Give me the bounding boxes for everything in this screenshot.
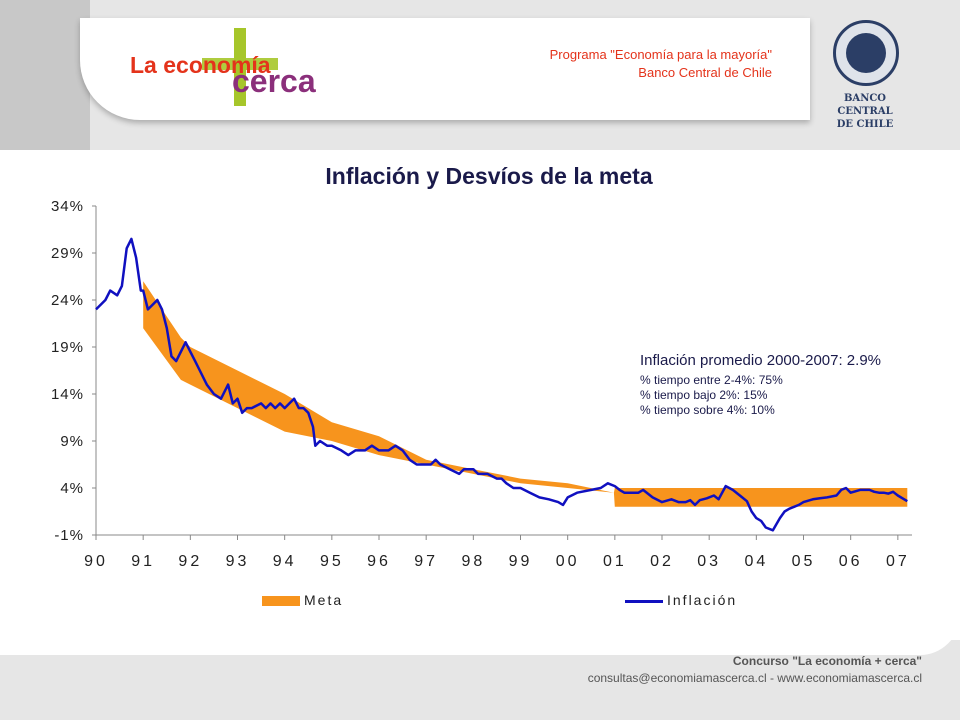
y-tick-label: 4% bbox=[60, 480, 84, 497]
x-tick-label: 99 bbox=[509, 553, 533, 570]
y-tick-label: 9% bbox=[60, 433, 84, 450]
x-tick-label: 90 bbox=[84, 553, 108, 570]
inflation-line-layer bbox=[95, 237, 908, 532]
legend-swatch-meta bbox=[262, 596, 300, 607]
tick-labels: -1% 4% 9% 14% 19% 24% 29% 34% 90 91 92 93 94 95 96 97 98… bbox=[51, 198, 910, 570]
chart-title: Inflación y Desvíos de la meta bbox=[325, 163, 653, 189]
program-line-1: Programa "Economía para la mayoría" bbox=[549, 47, 772, 62]
y-tick-label: -1% bbox=[54, 527, 84, 544]
stats-main: Inflación promedio 2000-2007: 2.9% bbox=[640, 352, 881, 369]
legend-item-inflacion: Inflación bbox=[625, 592, 737, 608]
chart-axes bbox=[92, 205, 912, 540]
y-tick-label: 14% bbox=[51, 386, 84, 403]
bank-name: BANCO CENTRAL DE CHILE bbox=[815, 92, 915, 131]
bank-name-line-2: DE CHILE bbox=[836, 119, 894, 130]
y-tick-label: 29% bbox=[51, 245, 84, 262]
footer-curve bbox=[0, 615, 960, 655]
legend-item-meta: Meta bbox=[262, 592, 343, 608]
y-tick-label: 24% bbox=[51, 292, 84, 309]
program-title: Programa "Economía para la mayoría" Banc… bbox=[550, 46, 772, 82]
inflation-line bbox=[95, 237, 908, 532]
x-tick-label: 95 bbox=[320, 553, 344, 570]
y-tick-label: 19% bbox=[51, 339, 84, 356]
x-tick-label: 01 bbox=[603, 553, 627, 570]
bank-seal-icon bbox=[833, 20, 899, 86]
footer: Concurso "La economía + cerca" consultas… bbox=[588, 653, 922, 687]
x-tick-label: 04 bbox=[744, 553, 768, 570]
inflation-chart: -1% 4% 9% 14% 19% 24% 29% 34% 90 91 92 93 94 95 96 97 98… bbox=[51, 198, 912, 570]
logo-text-suffix: cerca bbox=[232, 63, 316, 99]
x-tick-label: 93 bbox=[226, 553, 250, 570]
logo-plus-icon-bar bbox=[202, 58, 278, 70]
x-tick-label: 97 bbox=[414, 553, 438, 570]
legend-label-meta: Meta bbox=[304, 592, 344, 608]
stats-box: Inflación promedio 2000-2007: 2.9% % tie… bbox=[640, 352, 881, 418]
footer-line-2: consultas@economiamascerca.cl - www.econ… bbox=[587, 671, 922, 685]
logo-text-prefix: La economía bbox=[130, 52, 271, 78]
bank-seal-center bbox=[846, 33, 886, 73]
x-tick-label: 02 bbox=[650, 553, 674, 570]
x-tick-label: 07 bbox=[886, 553, 910, 570]
x-tick-label: 92 bbox=[178, 553, 202, 570]
legend-label-inflacion: Inflación bbox=[667, 592, 738, 608]
x-tick-label: 03 bbox=[697, 553, 721, 570]
header-banner: La economía cerca Programa "Economía par… bbox=[80, 18, 810, 120]
x-tick-label: 06 bbox=[839, 553, 863, 570]
x-tick-label: 05 bbox=[792, 553, 816, 570]
x-tick-label: 96 bbox=[367, 553, 391, 570]
program-line-2: Banco Central de Chile bbox=[638, 65, 772, 80]
y-tick-label: 34% bbox=[51, 198, 84, 215]
footer-line-1: Concurso "La economía + cerca" bbox=[732, 654, 922, 668]
x-tick-label: 98 bbox=[461, 553, 485, 570]
x-tick-label: 00 bbox=[556, 553, 580, 570]
legend-swatch-inflacion bbox=[625, 599, 663, 603]
stats-line-2: % tiempo bajo 2%: 15% bbox=[640, 388, 768, 402]
header-band-left bbox=[0, 0, 90, 150]
stats-line-1: % tiempo entre 2-4%: 75% bbox=[640, 373, 783, 387]
x-tick-label: 91 bbox=[131, 553, 155, 570]
bank-name-line-1: BANCO CENTRAL bbox=[837, 93, 893, 117]
x-tick-label: 94 bbox=[273, 553, 297, 570]
stats-line-3: % tiempo sobre 4%: 10% bbox=[640, 403, 775, 417]
